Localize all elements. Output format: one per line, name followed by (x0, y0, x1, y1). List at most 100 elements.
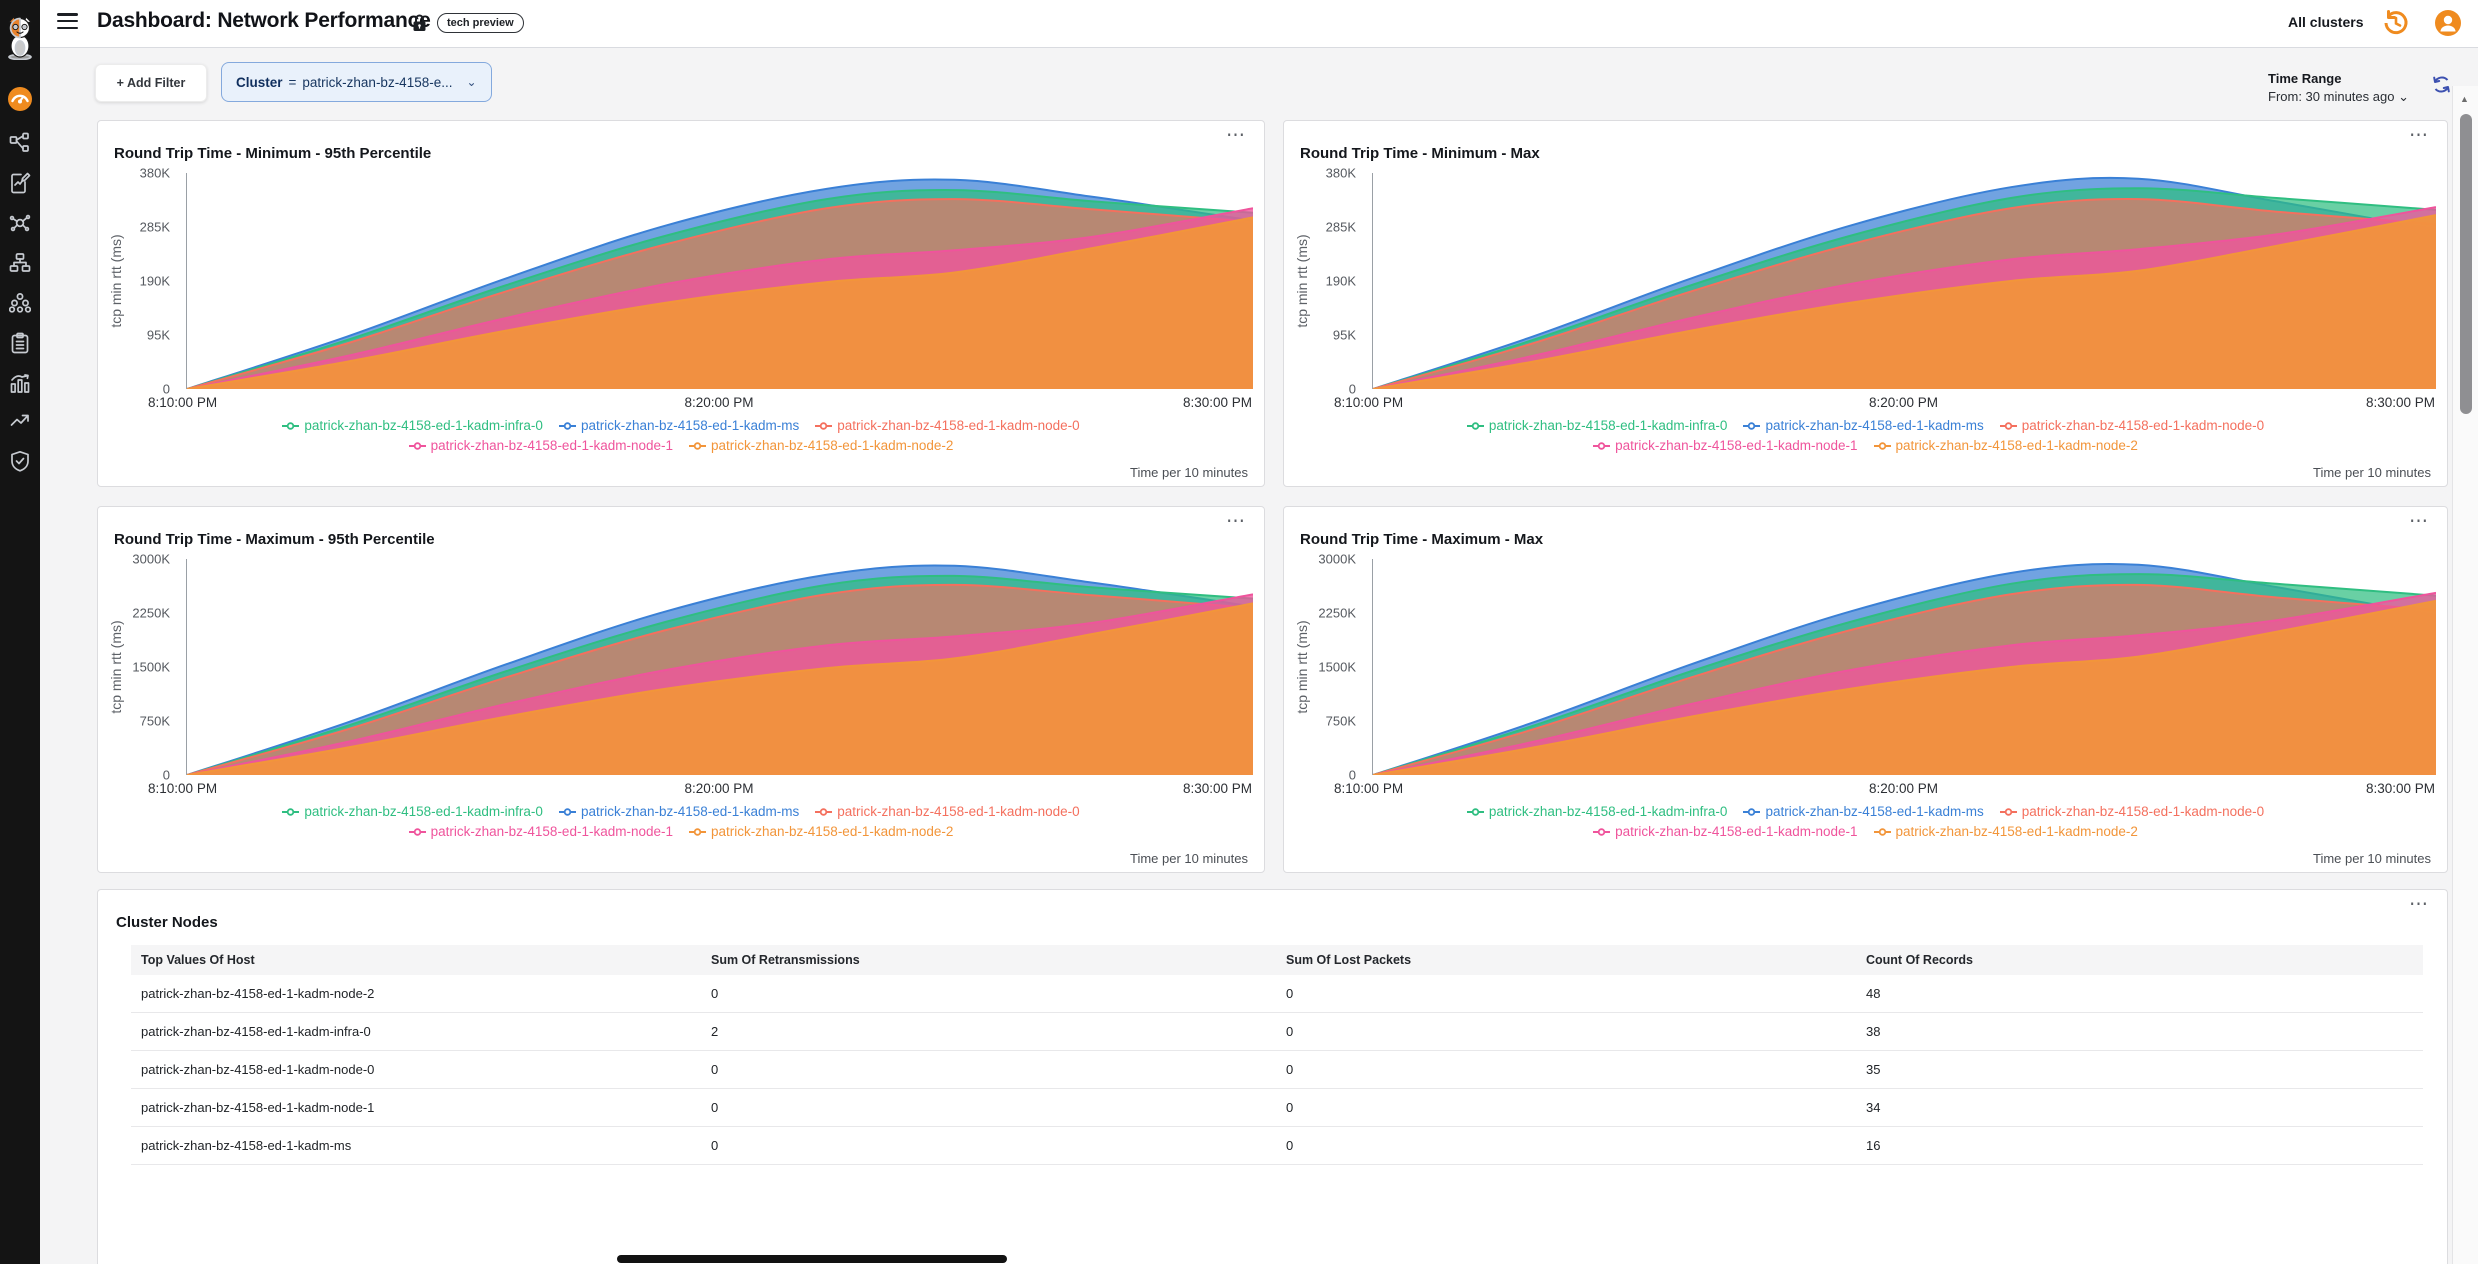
column-header-retransmissions[interactable]: Sum Of Retransmissions (711, 953, 860, 967)
table-body: patrick-zhan-bz-4158-ed-1-kadm-node-2 0 0 4… (131, 975, 2423, 1165)
legend-marker-icon (408, 441, 426, 450)
area-chart-plot[interactable] (1372, 559, 2436, 775)
legend-item[interactable]: patrick-zhan-bz-4158-ed-1-kadm-ms (1743, 804, 1984, 819)
add-filter-button[interactable]: + Add Filter (95, 64, 207, 102)
sidebar-item-security[interactable] (0, 446, 40, 476)
legend-item[interactable]: patrick-zhan-bz-4158-ed-1-kadm-infra-0 (282, 804, 543, 819)
legend-item[interactable]: patrick-zhan-bz-4158-ed-1-kadm-node-0 (815, 418, 1080, 433)
cell-value: 34 (1866, 1100, 1881, 1115)
panel-menu-button[interactable]: ⋯ (2403, 892, 2435, 917)
menu-hamburger-icon[interactable] (57, 13, 78, 30)
legend-item[interactable]: patrick-zhan-bz-4158-ed-1-kadm-infra-0 (1466, 804, 1728, 819)
cell-value: 0 (1286, 1062, 1294, 1077)
x-axis-caption: Time per 10 minutes (1129, 465, 1248, 480)
cell-value: 35 (1866, 1062, 1881, 1077)
area-chart-plot[interactable] (186, 559, 1253, 775)
legend-label: patrick-zhan-bz-4158-ed-1-kadm-node-0 (2021, 418, 2265, 433)
column-header-records[interactable]: Count Of Records (1866, 953, 1973, 967)
area-chart-plot[interactable] (1372, 173, 2436, 389)
sidebar-item-topology[interactable] (0, 128, 40, 158)
legend-label: patrick-zhan-bz-4158-ed-1-kadm-node-2 (711, 438, 954, 453)
panel-title: Round Trip Time - Maximum - Max (1300, 531, 1544, 548)
legend-marker-icon (282, 807, 300, 816)
column-header-lost-packets[interactable]: Sum Of Lost Packets (1286, 953, 1412, 967)
legend-item[interactable]: patrick-zhan-bz-4158-ed-1-kadm-node-2 (1873, 824, 2138, 839)
legend-marker-icon (1593, 441, 1611, 450)
panel-menu-button[interactable]: ⋯ (2403, 509, 2435, 534)
chart-legend: patrick-zhan-bz-4158-ed-1-kadm-infra-0 p… (128, 804, 1234, 839)
history-icon[interactable] (2382, 9, 2410, 42)
area-chart-plot[interactable] (186, 173, 1253, 389)
chart-panel-min-max: Round Trip Time - Minimum - Max ⋯ tcp mi… (1283, 120, 2448, 487)
legend-marker-icon (558, 807, 576, 816)
page-title: Dashboard: Network Performance (97, 9, 431, 32)
chart-legend: patrick-zhan-bz-4158-ed-1-kadm-infra-0 p… (1314, 804, 2417, 839)
y-axis-label: tcp min rtt (ms) (108, 620, 124, 714)
legend-marker-icon (815, 807, 833, 816)
legend-label: patrick-zhan-bz-4158-ed-1-kadm-node-2 (1895, 438, 2138, 453)
refresh-icon[interactable] (2431, 74, 2452, 100)
table-row: patrick-zhan-bz-4158-ed-1-kadm-node-1 0 0 3… (131, 1089, 2423, 1127)
column-header-host[interactable]: Top Values Of Host (141, 953, 255, 967)
legend-item[interactable]: patrick-zhan-bz-4158-ed-1-kadm-node-1 (1593, 438, 1858, 453)
x-axis-caption: Time per 10 minutes (1129, 851, 1248, 866)
cluster-filter-chip[interactable]: Cluster = patrick-zhan-bz-4158-e... ⌄ (221, 62, 492, 102)
table-row: patrick-zhan-bz-4158-ed-1-kadm-node-0 0 0 3… (131, 1051, 2423, 1089)
panel-menu-button[interactable]: ⋯ (1220, 123, 1252, 148)
legend-marker-icon (1593, 827, 1611, 836)
legend-marker-icon (1466, 807, 1484, 816)
legend-label: patrick-zhan-bz-4158-ed-1-kadm-node-2 (711, 824, 954, 839)
all-clusters-selector[interactable]: All clusters (2288, 14, 2364, 30)
horizontal-scrollbar-thumb[interactable] (617, 1255, 1007, 1263)
legend-label: patrick-zhan-bz-4158-ed-1-kadm-infra-0 (1488, 804, 1728, 819)
sidebar-item-reports[interactable] (0, 168, 40, 198)
legend-item[interactable]: patrick-zhan-bz-4158-ed-1-kadm-node-0 (1999, 418, 2265, 433)
x-axis-ticks: 8:10:00 PM 8:20:00 PM 8:30:00 PM (148, 781, 1252, 796)
legend-item[interactable]: patrick-zhan-bz-4158-ed-1-kadm-node-2 (689, 824, 953, 839)
legend-label: patrick-zhan-bz-4158-ed-1-kadm-infra-0 (1488, 418, 1728, 433)
cat-logo-icon[interactable] (0, 12, 40, 64)
cell-value: 0 (711, 1062, 719, 1077)
scroll-up-arrow-icon[interactable]: ▲ (2460, 94, 2469, 104)
vertical-scrollbar-thumb[interactable] (2460, 114, 2472, 414)
legend-item[interactable]: patrick-zhan-bz-4158-ed-1-kadm-infra-0 (282, 418, 543, 433)
legend-item[interactable]: patrick-zhan-bz-4158-ed-1-kadm-ms (558, 418, 799, 433)
legend-item[interactable]: patrick-zhan-bz-4158-ed-1-kadm-node-2 (689, 438, 953, 453)
sidebar-item-trends[interactable] (0, 406, 40, 436)
legend-item[interactable]: patrick-zhan-bz-4158-ed-1-kadm-node-1 (408, 824, 673, 839)
legend-item[interactable]: patrick-zhan-bz-4158-ed-1-kadm-node-1 (1593, 824, 1858, 839)
cluster-nodes-panel: Cluster Nodes ⋯ Top Values Of Host Sum O… (97, 889, 2448, 1264)
user-avatar[interactable] (2434, 9, 2462, 42)
legend-marker-icon (1743, 807, 1761, 816)
sidebar-item-dashboards[interactable] (0, 84, 40, 114)
panel-menu-button[interactable]: ⋯ (1220, 509, 1252, 534)
x-axis-caption: Time per 10 minutes (2312, 465, 2431, 480)
legend-marker-icon (1999, 421, 2017, 430)
sidebar-item-service-map[interactable] (0, 208, 40, 238)
legend-marker-icon (815, 421, 833, 430)
sidebar-item-infrastructure[interactable] (0, 248, 40, 278)
cell-value: 0 (1286, 986, 1294, 1001)
legend-item[interactable]: patrick-zhan-bz-4158-ed-1-kadm-node-0 (1999, 804, 2264, 819)
sidebar-item-clusters[interactable] (0, 288, 40, 318)
sidebar-item-audit[interactable] (0, 328, 40, 358)
legend-item[interactable]: patrick-zhan-bz-4158-ed-1-kadm-node-0 (815, 804, 1080, 819)
panel-title: Round Trip Time - Maximum - 95th Percent… (114, 531, 435, 548)
legend-item[interactable]: patrick-zhan-bz-4158-ed-1-kadm-node-1 (408, 438, 673, 453)
panel-menu-button[interactable]: ⋯ (2403, 123, 2435, 148)
y-axis-ticks: 0 95K 190K 285K 380K (139, 165, 170, 397)
legend-label: patrick-zhan-bz-4158-ed-1-kadm-node-2 (1895, 824, 2138, 839)
chevron-down-icon: ⌄ (2398, 88, 2409, 104)
legend-item[interactable]: patrick-zhan-bz-4158-ed-1-kadm-infra-0 (1466, 418, 1728, 433)
time-range-from-selector[interactable]: From: 30 minutes ago ⌄ (2268, 88, 2409, 104)
legend-marker-icon (1873, 827, 1891, 836)
cell-host: patrick-zhan-bz-4158-ed-1-kadm-node-2 (141, 986, 375, 1001)
legend-item[interactable]: patrick-zhan-bz-4158-ed-1-kadm-ms (1743, 418, 1984, 433)
legend-marker-icon (689, 827, 706, 836)
legend-item[interactable]: patrick-zhan-bz-4158-ed-1-kadm-ms (558, 804, 799, 819)
legend-item[interactable]: patrick-zhan-bz-4158-ed-1-kadm-node-2 (1873, 438, 2138, 453)
cell-value: 48 (1866, 986, 1881, 1001)
sidebar-item-analytics[interactable] (0, 368, 40, 398)
vertical-scrollbar[interactable]: ▲ (2452, 86, 2478, 1264)
chip-operator: = (288, 74, 297, 90)
